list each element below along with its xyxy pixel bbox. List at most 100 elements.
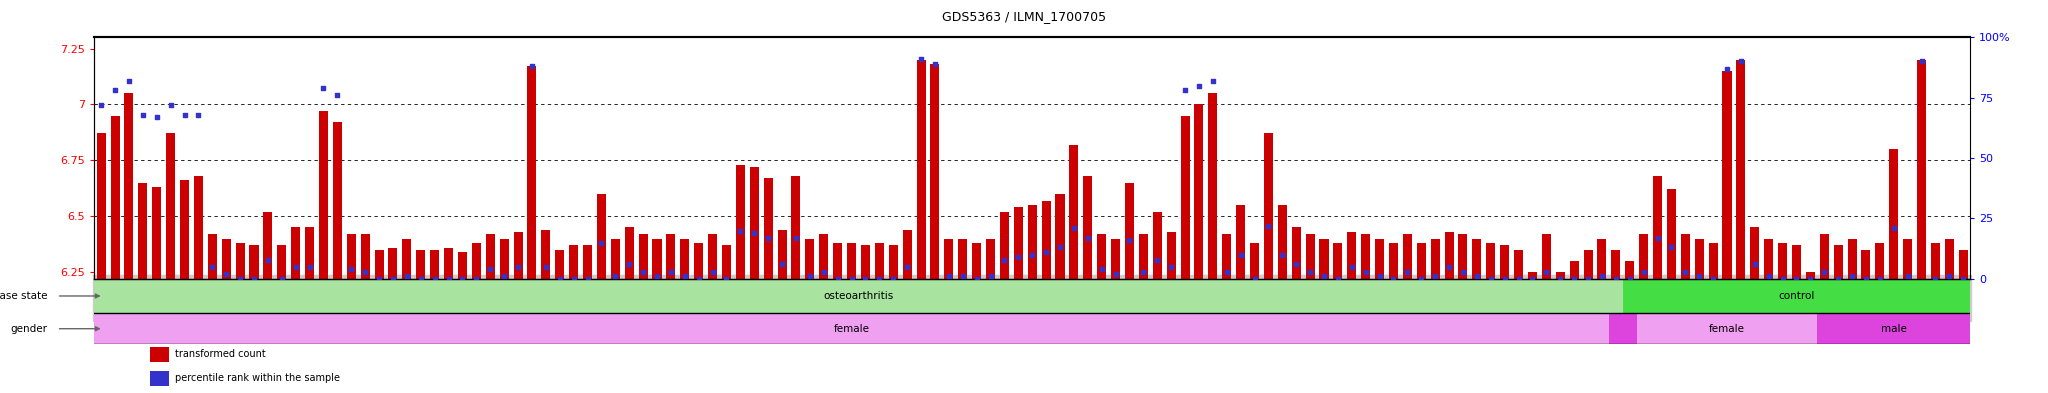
Bar — [1817, 313, 1970, 344]
Bar — [680, 239, 690, 279]
Point — [1335, 264, 1368, 270]
Point — [586, 239, 618, 246]
Point — [711, 276, 743, 282]
Bar — [584, 245, 592, 279]
Text: female: female — [1708, 324, 1745, 334]
Bar — [639, 234, 647, 279]
Point — [598, 273, 631, 279]
Bar — [930, 64, 940, 279]
Bar — [1597, 239, 1606, 279]
Point — [1071, 235, 1104, 241]
Bar — [1112, 239, 1120, 279]
Point — [98, 87, 131, 94]
Bar — [1333, 243, 1341, 279]
Point — [862, 276, 895, 282]
Point — [737, 230, 770, 236]
Bar — [958, 239, 967, 279]
Bar — [973, 243, 981, 279]
Point — [336, 266, 369, 272]
Point — [1864, 276, 1896, 282]
Bar — [1194, 105, 1204, 279]
Bar — [709, 234, 717, 279]
Bar — [1292, 228, 1300, 279]
Text: male: male — [1880, 324, 1907, 334]
Bar — [264, 212, 272, 279]
Bar — [150, 347, 170, 362]
Text: transformed count: transformed count — [174, 349, 266, 359]
Bar — [180, 180, 188, 279]
Point — [725, 228, 758, 234]
Text: control: control — [1778, 291, 1815, 301]
Point — [1559, 276, 1591, 282]
Bar — [500, 239, 508, 279]
Point — [1446, 268, 1479, 275]
Bar — [1513, 250, 1524, 279]
Bar — [96, 134, 106, 279]
Point — [1780, 276, 1812, 282]
Bar — [1737, 60, 1745, 279]
Bar — [1432, 239, 1440, 279]
Bar — [1751, 228, 1759, 279]
Point — [266, 276, 299, 282]
Bar — [1612, 250, 1620, 279]
Bar — [1124, 183, 1135, 279]
Bar — [94, 279, 1622, 313]
Bar — [555, 250, 565, 279]
Bar — [276, 245, 287, 279]
Point — [223, 276, 256, 282]
Point — [1823, 276, 1855, 282]
Bar — [1083, 176, 1092, 279]
Point — [461, 276, 494, 282]
Bar — [319, 111, 328, 279]
Bar — [1636, 313, 1817, 344]
Point — [877, 276, 909, 282]
Bar — [1278, 205, 1286, 279]
Point — [1016, 252, 1049, 258]
Point — [1599, 276, 1632, 282]
Point — [682, 276, 715, 282]
Point — [1919, 276, 1952, 282]
Bar — [1458, 234, 1468, 279]
Bar — [1638, 234, 1649, 279]
Bar — [1374, 239, 1384, 279]
Point — [1044, 244, 1077, 251]
Bar — [207, 234, 217, 279]
Bar — [1667, 189, 1675, 279]
Point — [1100, 271, 1133, 277]
Bar — [625, 228, 633, 279]
Bar — [291, 228, 301, 279]
Bar — [1903, 239, 1913, 279]
Bar — [514, 232, 522, 279]
Point — [920, 61, 952, 67]
Bar — [1694, 239, 1704, 279]
Point — [1085, 266, 1118, 272]
Bar — [250, 245, 258, 279]
Point — [1683, 273, 1716, 279]
Bar — [1888, 149, 1898, 279]
Point — [432, 276, 465, 282]
Text: percentile rank within the sample: percentile rank within the sample — [174, 373, 340, 384]
Point — [821, 276, 854, 282]
Point — [446, 276, 479, 282]
Bar — [1180, 116, 1190, 279]
Point — [1710, 66, 1743, 72]
Bar — [889, 245, 897, 279]
Point — [1321, 276, 1354, 282]
Point — [1516, 276, 1548, 282]
Point — [1112, 237, 1145, 243]
Point — [1251, 222, 1284, 229]
Text: GDS5363 / ILMN_1700705: GDS5363 / ILMN_1700705 — [942, 10, 1106, 23]
Bar — [750, 167, 760, 279]
Point — [1307, 273, 1339, 279]
Bar — [1208, 93, 1217, 279]
Point — [1794, 276, 1827, 282]
Bar — [860, 245, 870, 279]
Bar — [944, 239, 952, 279]
Point — [696, 268, 729, 275]
Point — [1571, 276, 1604, 282]
Point — [307, 85, 340, 91]
Bar — [1403, 234, 1411, 279]
Bar — [1499, 245, 1509, 279]
Bar — [1348, 232, 1356, 279]
Point — [362, 276, 395, 282]
